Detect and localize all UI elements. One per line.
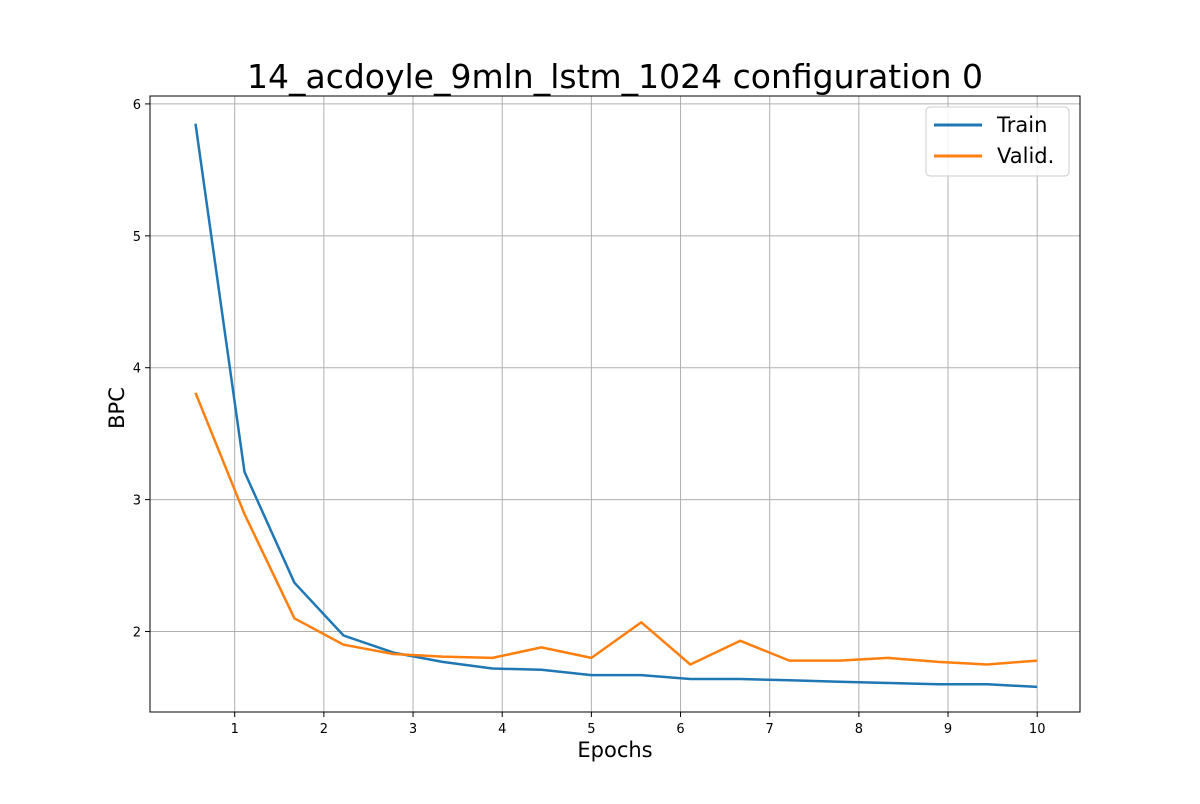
plot-frame [149, 95, 1081, 713]
y-tick-label: 4 [133, 362, 141, 377]
x-tick-label: 2 [320, 722, 328, 737]
chart-title: 14_acdoyle_9mln_lstm_1024 configuration … [247, 57, 983, 96]
x-tick-label: 6 [676, 722, 684, 737]
y-tick-label: 3 [133, 494, 141, 509]
x-tick-label: 10 [1029, 722, 1046, 737]
x-axis-label: Epochs [577, 738, 652, 762]
x-tick-label: 4 [498, 722, 506, 737]
x-tick-label: 9 [944, 722, 952, 737]
y-tick-label: 5 [133, 230, 141, 245]
x-tick-label: 8 [855, 722, 863, 737]
legend: Train Valid. [925, 106, 1070, 177]
series-line-train [194, 123, 1038, 689]
y-axis-label: BPC [105, 387, 129, 429]
y-tick-label: 6 [133, 98, 141, 113]
series-line-valid [194, 392, 1038, 666]
x-tick-label: 3 [409, 722, 417, 737]
legend-label-valid: Valid. [997, 144, 1054, 168]
x-tick-label: 1 [231, 722, 239, 737]
legend-label-train: Train [996, 113, 1047, 137]
y-tick-label: 2 [133, 626, 141, 641]
x-tick-label: 5 [587, 722, 595, 737]
x-tick-label: 7 [766, 722, 774, 737]
